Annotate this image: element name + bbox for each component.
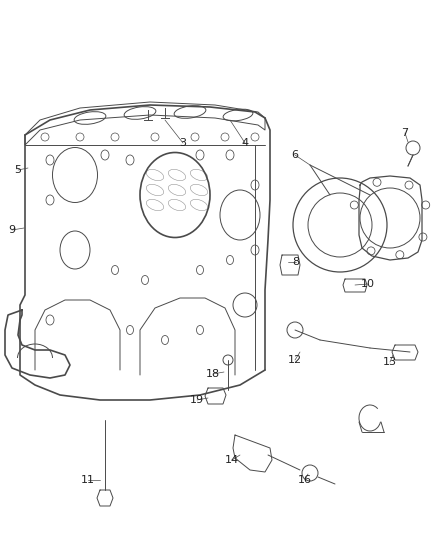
Text: 19: 19 (190, 395, 204, 405)
Text: 12: 12 (288, 355, 302, 365)
Text: 7: 7 (402, 128, 409, 138)
Text: 4: 4 (241, 138, 248, 148)
Text: 10: 10 (361, 279, 375, 289)
Text: 13: 13 (383, 357, 397, 367)
Text: 3: 3 (180, 138, 187, 148)
Text: 18: 18 (206, 369, 220, 379)
Text: 6: 6 (292, 150, 299, 160)
Text: 16: 16 (298, 475, 312, 485)
Text: 11: 11 (81, 475, 95, 485)
Text: 9: 9 (8, 225, 16, 235)
Text: 8: 8 (293, 257, 300, 267)
Text: 14: 14 (225, 455, 239, 465)
Text: 5: 5 (14, 165, 21, 175)
